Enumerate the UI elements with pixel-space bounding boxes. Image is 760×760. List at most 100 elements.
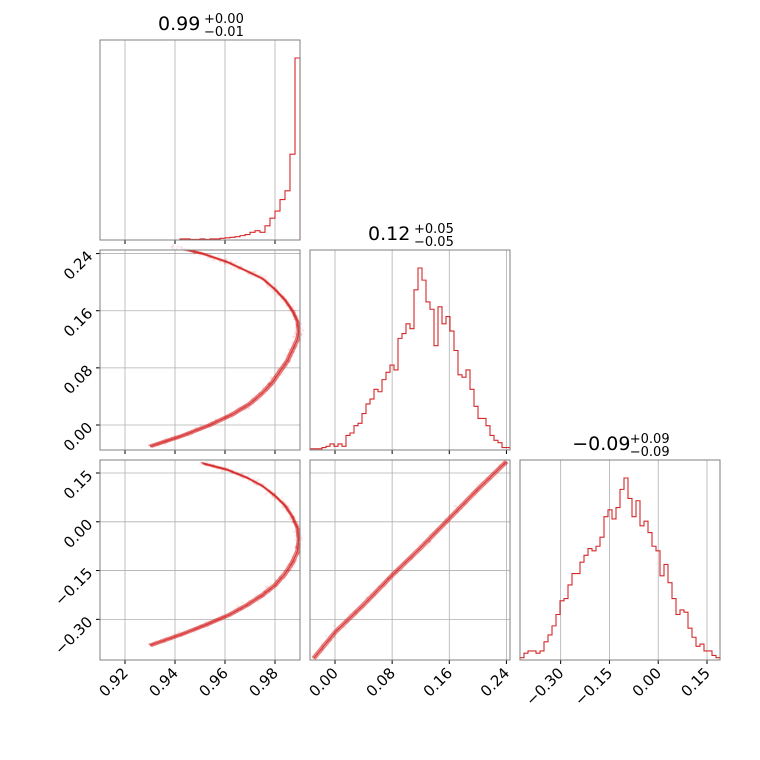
scatter-panel-0-1-point	[189, 434, 192, 438]
scatter-panel-0-2-point	[233, 471, 236, 475]
scatter-panel-1-2-point	[504, 463, 508, 466]
scatter-panel-0-1-point	[255, 395, 259, 399]
scatter-panel-0-2-point	[211, 464, 214, 467]
scatter-panel-0-1-point	[293, 331, 297, 334]
scatter-panel-0-2-point	[247, 473, 250, 476]
scatter-panel-0-2-point	[247, 479, 250, 482]
scatter-panel-1-2-point	[487, 478, 491, 482]
scatter-panel-0-1-point	[196, 429, 199, 433]
scatter-panel-0-1-point	[229, 262, 233, 266]
scatter-panel-0-2-point	[243, 605, 247, 608]
scatter-panel-0-2-point	[296, 524, 300, 527]
scatter-panel-0-1-point	[209, 421, 213, 425]
scatter-panel-1-2-point	[328, 638, 332, 642]
scatter-panel-0-2-point	[246, 602, 249, 605]
scatter-panel-0-2-point	[215, 467, 219, 471]
scatter-panel-0-1-point	[251, 396, 254, 400]
scatter-panel-1-2-point	[320, 650, 323, 654]
scatter-panel-1-2-point	[315, 655, 319, 658]
scatter-panel-0-1-point	[288, 359, 291, 362]
scatter-panel-0-2-point	[280, 496, 284, 500]
scatter-panel-0-2-point	[224, 615, 228, 618]
scatter-panel-0-1-point	[276, 290, 279, 293]
scatter-panel-0-2-point	[294, 545, 297, 549]
scatter-panel-0-1-point	[286, 355, 289, 358]
scatter-panel-0-1-point	[172, 243, 175, 246]
scatter-panel-0-2-point	[238, 605, 242, 608]
scatter-panel-0-2-point	[246, 476, 250, 480]
scatter-panel-0-1-point	[267, 387, 271, 391]
scatter-panel-0-1-point	[276, 292, 280, 296]
scatter-panel-0-2-point	[215, 618, 219, 622]
scatter-panel-0-2-point	[221, 466, 224, 470]
scatter-panel-0-1-point	[274, 374, 277, 377]
scatter-panel-0-2-point	[228, 612, 232, 616]
scatter-panel-0-2-point	[234, 472, 238, 476]
scatter-panel-0-2-point	[240, 607, 243, 610]
scatter-panel-0-1-point	[275, 289, 279, 292]
scatter-panel-0-1-point	[277, 372, 281, 376]
scatter-panel-0-2-point	[296, 536, 300, 539]
scatter-panel-0-1-point	[296, 332, 300, 336]
scatter-panel-0-2-point	[231, 471, 235, 474]
scatter-panel-1-2-point	[428, 541, 431, 544]
scatter-panel-0-2-point	[293, 563, 296, 567]
scatter-panel-1-2-point	[456, 510, 459, 514]
scatter-panel-1-2-point	[325, 639, 329, 643]
scatter-panel-0-1-point	[201, 253, 205, 256]
scatter-panel-0-2-point	[290, 514, 294, 518]
scatter-panel-0-1-point	[290, 350, 294, 354]
scatter-panel-0-1-point	[285, 357, 289, 360]
scatter-panel-0-1-point	[230, 414, 234, 417]
scatter-panel-0-2-point	[260, 595, 263, 599]
scatter-panel-1-2-point	[448, 514, 451, 518]
scatter-panel-0-1-point	[266, 284, 270, 288]
scatter-panel-0-1-point	[194, 426, 198, 430]
scatter-panel-0-2-point	[239, 475, 242, 478]
scatter-panel-1-2-point	[434, 531, 438, 534]
scatter-panel-0-2-point	[255, 483, 259, 486]
scatter-panel-0-2-point	[267, 490, 271, 493]
scatter-panel-0-1-point	[287, 353, 291, 357]
hist-panel-0-histogram-step	[179, 57, 301, 240]
scatter-panel-0-2-point	[221, 467, 224, 471]
scatter-panel-0-1-point	[288, 304, 292, 308]
scatter-panel-0-2-point	[275, 580, 278, 583]
scatter-panel-0-1-point	[267, 382, 271, 386]
scatter-panel-1-2-point	[352, 610, 356, 613]
scatter-panel-0-2-point	[248, 599, 251, 603]
scatter-panel-0-1-point	[209, 423, 213, 426]
scatter-panel-0-1-point	[267, 381, 271, 385]
scatter-panel-0-2-point	[245, 475, 249, 479]
scatter-panel-1-2-point	[327, 638, 331, 641]
scatter-panel-0-1-point	[284, 298, 288, 302]
scatter-panel-0-2-point	[295, 554, 298, 558]
xtick-label-p1-3: 0.24	[477, 664, 513, 700]
scatter-panel-0-2-point	[241, 606, 245, 609]
scatter-panel-0-2-point	[286, 505, 289, 508]
scatter-panel-0-1-point	[260, 394, 264, 398]
scatter-panel-1-2-point	[499, 463, 503, 467]
scatter-panel-0-2-point	[278, 500, 282, 504]
scatter-panel-0-1-point	[284, 299, 288, 302]
scatter-panel-0-2-point	[273, 496, 277, 499]
scatter-panel-0-1-point	[278, 293, 281, 297]
scatter-panel-0-2-point	[249, 601, 252, 604]
scatter-panel-0-1-point	[284, 361, 287, 364]
scatter-panel-0-2-point	[229, 611, 232, 615]
scatter-panel-0-2-point	[279, 577, 282, 580]
scatter-panel-0-1-point	[223, 416, 226, 420]
scatter-panel-0-1-point	[294, 344, 297, 347]
scatter-panel-1-2-point	[329, 640, 332, 643]
scatter-panel-0-1-point	[284, 363, 287, 367]
scatter-panel-0-1-point	[266, 285, 270, 288]
scatter-panel-0-1-point	[285, 304, 289, 307]
scatter-panel-0-2-point	[293, 520, 297, 524]
scatter-panel-0-2-point	[194, 628, 198, 632]
scatter-panel-0-2-point	[283, 502, 286, 506]
scatter-panel-0-1-point	[191, 250, 194, 254]
scatter-panel-0-1-point	[235, 266, 238, 269]
scatter-panel-1-2-point	[495, 475, 499, 478]
scatter-panel-0-1-point	[292, 312, 296, 316]
xtick-label-p1-1: 0.08	[363, 664, 399, 700]
